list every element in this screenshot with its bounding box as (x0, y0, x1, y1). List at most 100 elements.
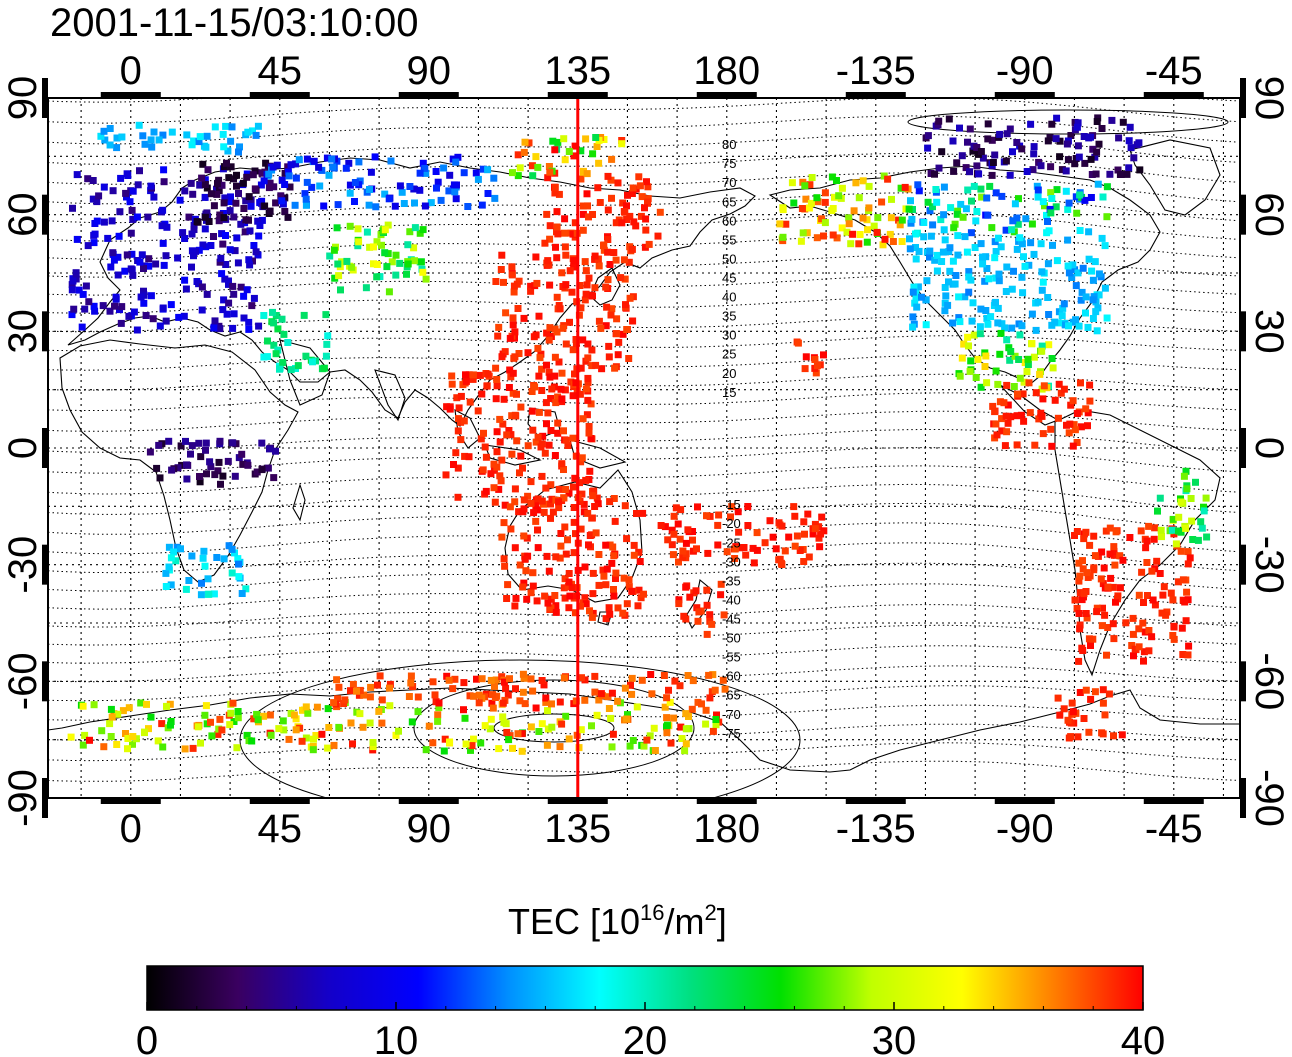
tec-point (561, 575, 569, 583)
tec-point (1168, 526, 1176, 534)
tec-point (968, 197, 975, 205)
tec-point (572, 379, 580, 387)
tec-point (560, 466, 567, 473)
tec-point (1002, 412, 1010, 420)
tec-point (693, 545, 700, 553)
tec-point (1006, 356, 1014, 364)
tec-point (1194, 536, 1202, 544)
tec-point (1013, 441, 1021, 449)
tec-point (460, 706, 467, 714)
tec-point (527, 589, 535, 597)
lon-tick-bottom (994, 798, 1055, 804)
tec-point (593, 143, 601, 150)
tec-point (618, 140, 626, 148)
tec-point (455, 404, 463, 412)
lat-tick-right (1240, 428, 1246, 468)
mag-lat-label: -75 (722, 726, 741, 741)
tec-point (583, 411, 591, 419)
tec-point (432, 168, 440, 175)
tec-point (302, 703, 310, 711)
tec-point (970, 182, 978, 190)
mag-lat-contour (48, 742, 1237, 762)
tec-point (245, 256, 253, 264)
tec-point (686, 593, 694, 601)
tec-point (188, 552, 196, 560)
tec-point (489, 704, 497, 712)
tec-point (833, 177, 840, 184)
tec-point (661, 523, 669, 531)
tec-point (595, 696, 603, 704)
tec-point (608, 689, 616, 697)
tec-point (542, 694, 550, 702)
tec-point (416, 229, 424, 237)
tec-point (909, 313, 917, 321)
tec-point (1060, 385, 1068, 393)
tec-point (196, 478, 204, 486)
tec-point (292, 174, 300, 182)
tec-point (835, 192, 843, 200)
tec-point (593, 711, 601, 719)
tec-point (484, 190, 492, 197)
tec-point (1020, 253, 1027, 261)
tec-point (1156, 570, 1164, 577)
tec-point (532, 253, 540, 261)
tec-point (560, 229, 568, 237)
tec-point (223, 159, 230, 167)
tec-point (255, 232, 263, 240)
tec-point (578, 674, 585, 682)
tec-point (1065, 322, 1072, 330)
tec-point (605, 342, 613, 350)
tec-point (961, 293, 969, 301)
tec-point (998, 320, 1006, 328)
tec-point (635, 173, 643, 181)
tec-point (965, 268, 973, 276)
tec-point (772, 545, 780, 553)
tec-point (945, 115, 953, 123)
tec-point (152, 260, 160, 268)
tec-point (1065, 429, 1073, 437)
tec-point (197, 591, 205, 599)
tec-point (864, 226, 871, 234)
lon-tick-top (100, 92, 161, 98)
tec-point (101, 136, 109, 144)
tec-point (556, 305, 564, 313)
tec-point (488, 699, 496, 707)
tec-point (292, 726, 300, 734)
tec-point (1200, 507, 1208, 515)
tec-point (588, 514, 596, 522)
tec-point (356, 710, 364, 718)
tec-point (416, 186, 424, 194)
tec-point (570, 518, 578, 526)
tec-point (392, 271, 400, 279)
tec-point (107, 733, 115, 740)
tec-point (1086, 397, 1094, 405)
tec-point (498, 456, 506, 464)
tec-point (466, 692, 474, 700)
tec-point (225, 542, 233, 550)
tec-point (579, 210, 587, 218)
tec-point (219, 306, 227, 314)
mag-lat-contour (48, 483, 1237, 515)
tec-point (506, 334, 514, 342)
tec-point (1087, 642, 1094, 649)
tec-point (1106, 170, 1114, 178)
tec-point (600, 241, 608, 249)
tec-point (1153, 557, 1161, 565)
tec-point (272, 199, 280, 207)
mag-lat-label: 45 (722, 271, 736, 286)
tec-point (519, 583, 527, 591)
tec-point (213, 554, 221, 561)
lon-tick-top (1143, 92, 1204, 98)
tec-point (974, 355, 982, 363)
tec-point (220, 296, 228, 304)
tec-point (984, 135, 992, 143)
tec-point (126, 198, 134, 206)
tec-point (107, 263, 115, 271)
tec-point (508, 450, 516, 458)
tec-point (1082, 686, 1090, 694)
tec-point (122, 189, 130, 197)
tec-point (520, 579, 528, 587)
tec-point (1076, 621, 1084, 629)
tec-point (515, 508, 523, 516)
tec-point (503, 595, 511, 602)
